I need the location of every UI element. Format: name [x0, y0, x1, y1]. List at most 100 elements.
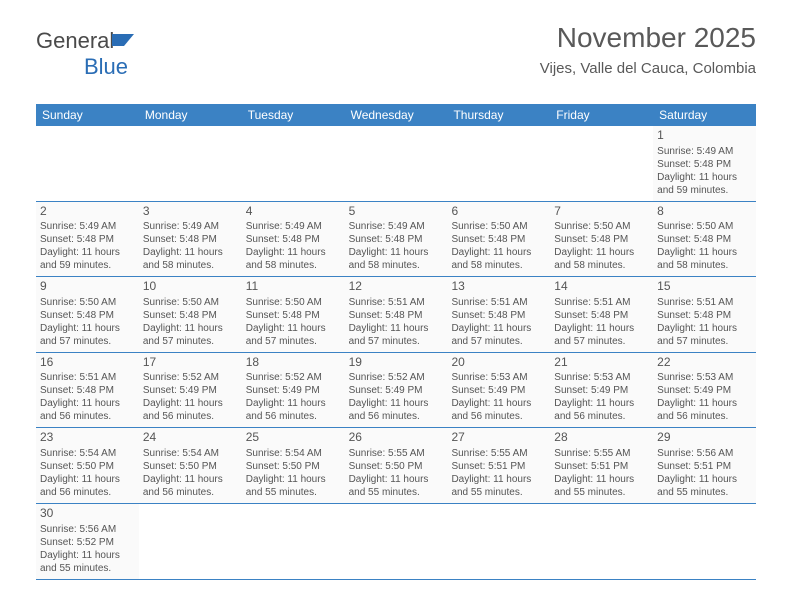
sunrise-text: Sunrise: 5:55 AM [451, 447, 546, 460]
day-cell-empty [345, 126, 448, 201]
daylight-text: Daylight: 11 hours and 57 minutes. [554, 322, 649, 348]
day-cell: 7Sunrise: 5:50 AMSunset: 5:48 PMDaylight… [550, 202, 653, 277]
sunrise-text: Sunrise: 5:54 AM [246, 447, 341, 460]
day-cell: 28Sunrise: 5:55 AMSunset: 5:51 PMDayligh… [550, 428, 653, 503]
day-cell-empty [653, 504, 756, 579]
sunrise-text: Sunrise: 5:53 AM [554, 371, 649, 384]
sunset-text: Sunset: 5:49 PM [657, 384, 752, 397]
daylight-text: Daylight: 11 hours and 58 minutes. [246, 246, 341, 272]
daylight-text: Daylight: 11 hours and 55 minutes. [349, 473, 444, 499]
day-cell: 22Sunrise: 5:53 AMSunset: 5:49 PMDayligh… [653, 353, 756, 428]
logo: General Blue [36, 28, 138, 80]
sunrise-text: Sunrise: 5:49 AM [246, 220, 341, 233]
day-number: 24 [143, 430, 238, 446]
day-number: 10 [143, 279, 238, 295]
sunrise-text: Sunrise: 5:55 AM [554, 447, 649, 460]
sunset-text: Sunset: 5:52 PM [40, 536, 135, 549]
daylight-text: Daylight: 11 hours and 56 minutes. [657, 397, 752, 423]
day-cell: 21Sunrise: 5:53 AMSunset: 5:49 PMDayligh… [550, 353, 653, 428]
sunrise-text: Sunrise: 5:51 AM [40, 371, 135, 384]
logo-flag-icon [112, 32, 138, 48]
sunset-text: Sunset: 5:50 PM [143, 460, 238, 473]
day-cell-empty [139, 126, 242, 201]
day-number: 18 [246, 355, 341, 371]
sunset-text: Sunset: 5:48 PM [349, 309, 444, 322]
sunrise-text: Sunrise: 5:49 AM [143, 220, 238, 233]
day-number: 11 [246, 279, 341, 295]
day-cell: 2Sunrise: 5:49 AMSunset: 5:48 PMDaylight… [36, 202, 139, 277]
sunset-text: Sunset: 5:48 PM [40, 233, 135, 246]
weekday-header-row: SundayMondayTuesdayWednesdayThursdayFrid… [36, 104, 756, 126]
sunset-text: Sunset: 5:48 PM [554, 233, 649, 246]
daylight-text: Daylight: 11 hours and 58 minutes. [657, 246, 752, 272]
day-cell: 13Sunrise: 5:51 AMSunset: 5:48 PMDayligh… [447, 277, 550, 352]
day-cell-empty [242, 126, 345, 201]
daylight-text: Daylight: 11 hours and 55 minutes. [246, 473, 341, 499]
sunrise-text: Sunrise: 5:50 AM [246, 296, 341, 309]
day-cell-empty [550, 504, 653, 579]
sunrise-text: Sunrise: 5:54 AM [143, 447, 238, 460]
sunset-text: Sunset: 5:48 PM [657, 233, 752, 246]
sunrise-text: Sunrise: 5:52 AM [143, 371, 238, 384]
day-number: 22 [657, 355, 752, 371]
day-cell: 1Sunrise: 5:49 AMSunset: 5:48 PMDaylight… [653, 126, 756, 201]
day-cell: 10Sunrise: 5:50 AMSunset: 5:48 PMDayligh… [139, 277, 242, 352]
day-number: 21 [554, 355, 649, 371]
daylight-text: Daylight: 11 hours and 57 minutes. [143, 322, 238, 348]
day-number: 30 [40, 506, 135, 522]
sunrise-text: Sunrise: 5:54 AM [40, 447, 135, 460]
daylight-text: Daylight: 11 hours and 58 minutes. [143, 246, 238, 272]
sunset-text: Sunset: 5:49 PM [246, 384, 341, 397]
sunrise-text: Sunrise: 5:50 AM [554, 220, 649, 233]
sunrise-text: Sunrise: 5:49 AM [657, 145, 752, 158]
day-cell: 18Sunrise: 5:52 AMSunset: 5:49 PMDayligh… [242, 353, 345, 428]
day-cell: 9Sunrise: 5:50 AMSunset: 5:48 PMDaylight… [36, 277, 139, 352]
sunset-text: Sunset: 5:48 PM [554, 309, 649, 322]
weekday-friday: Friday [550, 104, 653, 126]
day-cell: 6Sunrise: 5:50 AMSunset: 5:48 PMDaylight… [447, 202, 550, 277]
day-cell: 25Sunrise: 5:54 AMSunset: 5:50 PMDayligh… [242, 428, 345, 503]
sunset-text: Sunset: 5:49 PM [554, 384, 649, 397]
day-number: 7 [554, 204, 649, 220]
sunrise-text: Sunrise: 5:49 AM [349, 220, 444, 233]
day-cell: 3Sunrise: 5:49 AMSunset: 5:48 PMDaylight… [139, 202, 242, 277]
sunset-text: Sunset: 5:48 PM [143, 233, 238, 246]
day-cell: 17Sunrise: 5:52 AMSunset: 5:49 PMDayligh… [139, 353, 242, 428]
week-row: 30Sunrise: 5:56 AMSunset: 5:52 PMDayligh… [36, 504, 756, 580]
sunrise-text: Sunrise: 5:50 AM [451, 220, 546, 233]
daylight-text: Daylight: 11 hours and 56 minutes. [451, 397, 546, 423]
week-row: 23Sunrise: 5:54 AMSunset: 5:50 PMDayligh… [36, 428, 756, 504]
day-cell: 14Sunrise: 5:51 AMSunset: 5:48 PMDayligh… [550, 277, 653, 352]
weekday-wednesday: Wednesday [345, 104, 448, 126]
day-number: 6 [451, 204, 546, 220]
sunset-text: Sunset: 5:49 PM [143, 384, 238, 397]
daylight-text: Daylight: 11 hours and 57 minutes. [246, 322, 341, 348]
day-number: 20 [451, 355, 546, 371]
weekday-tuesday: Tuesday [242, 104, 345, 126]
day-cell: 23Sunrise: 5:54 AMSunset: 5:50 PMDayligh… [36, 428, 139, 503]
day-number: 2 [40, 204, 135, 220]
sunrise-text: Sunrise: 5:49 AM [40, 220, 135, 233]
daylight-text: Daylight: 11 hours and 56 minutes. [349, 397, 444, 423]
daylight-text: Daylight: 11 hours and 56 minutes. [554, 397, 649, 423]
location-text: Vijes, Valle del Cauca, Colombia [540, 60, 756, 77]
month-title: November 2025 [540, 22, 756, 54]
day-cell: 4Sunrise: 5:49 AMSunset: 5:48 PMDaylight… [242, 202, 345, 277]
daylight-text: Daylight: 11 hours and 55 minutes. [451, 473, 546, 499]
sunset-text: Sunset: 5:50 PM [246, 460, 341, 473]
daylight-text: Daylight: 11 hours and 55 minutes. [554, 473, 649, 499]
daylight-text: Daylight: 11 hours and 55 minutes. [40, 549, 135, 575]
sunrise-text: Sunrise: 5:50 AM [143, 296, 238, 309]
header-right: November 2025 Vijes, Valle del Cauca, Co… [540, 22, 756, 77]
daylight-text: Daylight: 11 hours and 59 minutes. [40, 246, 135, 272]
day-cell: 29Sunrise: 5:56 AMSunset: 5:51 PMDayligh… [653, 428, 756, 503]
sunset-text: Sunset: 5:50 PM [40, 460, 135, 473]
day-cell-empty [447, 126, 550, 201]
day-cell-empty [242, 504, 345, 579]
weekday-saturday: Saturday [653, 104, 756, 126]
day-cell-empty [345, 504, 448, 579]
day-cell: 26Sunrise: 5:55 AMSunset: 5:50 PMDayligh… [345, 428, 448, 503]
sunset-text: Sunset: 5:48 PM [143, 309, 238, 322]
sunset-text: Sunset: 5:48 PM [451, 233, 546, 246]
weeks-container: 1Sunrise: 5:49 AMSunset: 5:48 PMDaylight… [36, 126, 756, 580]
